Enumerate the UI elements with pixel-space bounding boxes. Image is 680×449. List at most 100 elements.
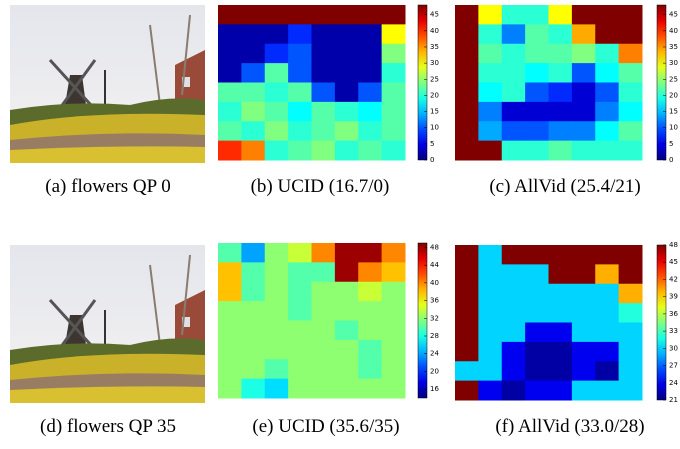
heatmap-cell bbox=[595, 24, 619, 44]
heatmap-cell bbox=[335, 24, 359, 44]
heatmap-cell bbox=[335, 262, 359, 282]
heatmap-cell bbox=[595, 381, 619, 401]
heatmap-cell bbox=[382, 301, 406, 321]
heatmap-cell bbox=[218, 102, 242, 122]
heatmap-cell bbox=[455, 44, 479, 64]
heatmap-cell bbox=[335, 83, 359, 103]
heatmap-cell bbox=[358, 102, 382, 122]
heatmap-cell bbox=[265, 102, 289, 122]
heatmap-cell bbox=[478, 381, 502, 401]
heatmap-cell bbox=[312, 5, 336, 25]
heatmap-cell bbox=[218, 24, 242, 44]
heatmap-cell bbox=[358, 340, 382, 360]
heatmap-cell bbox=[241, 24, 265, 44]
heatmap-cell bbox=[502, 141, 526, 161]
heatmap-cell bbox=[335, 301, 359, 321]
heatmap-cell bbox=[288, 379, 312, 399]
colorbar-tick-label: 20 bbox=[430, 91, 439, 99]
colorbar-tick-label: 44 bbox=[430, 261, 439, 269]
heatmap-cell bbox=[549, 342, 573, 362]
heatmap-cell bbox=[335, 102, 359, 122]
heatmap-cell bbox=[241, 141, 265, 161]
heatmap-cell bbox=[288, 44, 312, 64]
colorbar-tick-label: 35 bbox=[430, 43, 439, 51]
heatmap-cell bbox=[218, 5, 242, 25]
heatmap-cell bbox=[525, 121, 549, 141]
heatmap-cell bbox=[595, 83, 619, 103]
heatmap-cell bbox=[312, 44, 336, 64]
heatmap-cell bbox=[549, 24, 573, 44]
heatmap-cell bbox=[312, 262, 336, 282]
colorbar-tick-label: 28 bbox=[430, 332, 439, 340]
heatmap-cell bbox=[619, 83, 643, 103]
colorbar-tick-label: 15 bbox=[430, 108, 439, 116]
heatmap-cell bbox=[265, 340, 289, 360]
heatmap-cell bbox=[358, 141, 382, 161]
colorbar-tick-label: 42 bbox=[669, 275, 678, 283]
heatmap-cell bbox=[241, 359, 265, 379]
heatmap-cell bbox=[288, 340, 312, 360]
colorbar-tick-label: 40 bbox=[430, 279, 439, 287]
heatmap-cell bbox=[619, 5, 643, 25]
heatmap-cell bbox=[549, 323, 573, 343]
heatmap-cell bbox=[572, 381, 596, 401]
heatmap-cell bbox=[241, 243, 265, 263]
heatmap-cell bbox=[265, 262, 289, 282]
heatmap-cell bbox=[265, 44, 289, 64]
heatmap-cell bbox=[335, 340, 359, 360]
heatmap-cell bbox=[502, 121, 526, 141]
heatmap-cell bbox=[455, 361, 479, 381]
heatmap-cell bbox=[502, 102, 526, 122]
heatmap-cell bbox=[619, 284, 643, 304]
heatmap-cell bbox=[358, 379, 382, 399]
heatmap-cell bbox=[312, 321, 336, 341]
colorbar-tick-label: 36 bbox=[430, 297, 439, 305]
heatmap-cell bbox=[241, 282, 265, 302]
heatmap-cell bbox=[549, 121, 573, 141]
colorbar-tick-label: 48 bbox=[430, 243, 439, 251]
heatmap-cell bbox=[572, 264, 596, 284]
heatmap-cell bbox=[549, 5, 573, 25]
heatmap-cell bbox=[595, 121, 619, 141]
heatmap-cell bbox=[265, 5, 289, 25]
heatmap-cell bbox=[619, 264, 643, 284]
heatmap-cell bbox=[525, 323, 549, 343]
heatmap-cell bbox=[455, 303, 479, 323]
heatmap-cell bbox=[288, 141, 312, 161]
heatmap-cell bbox=[382, 102, 406, 122]
caption: (f) AllVid (33.0/28) bbox=[495, 416, 644, 437]
heatmap-cell bbox=[335, 359, 359, 379]
heatmap-cell bbox=[455, 264, 479, 284]
caption: (b) UCID (16.7/0) bbox=[251, 176, 390, 197]
heatmap-cell bbox=[478, 303, 502, 323]
heatmap-cell bbox=[312, 102, 336, 122]
heatmap-cell bbox=[595, 323, 619, 343]
heatmap-cell bbox=[455, 5, 479, 25]
heatmap-cell bbox=[525, 245, 549, 265]
heatmap-cell bbox=[549, 361, 573, 381]
heatmap-cell bbox=[502, 284, 526, 304]
heatmap-cell bbox=[312, 121, 336, 141]
heatmap-cell bbox=[595, 303, 619, 323]
heatmap-cell bbox=[382, 321, 406, 341]
heatmap-cell bbox=[455, 141, 479, 161]
heatmap-cell bbox=[358, 243, 382, 263]
heatmap-cell bbox=[265, 63, 289, 83]
heatmap-cell bbox=[265, 141, 289, 161]
heatmap-cell bbox=[218, 63, 242, 83]
heatmap-cell bbox=[572, 24, 596, 44]
colorbar-tick-label: 40 bbox=[669, 27, 678, 35]
heatmap-cell bbox=[218, 83, 242, 103]
heatmap-cell bbox=[619, 44, 643, 64]
heatmap-cell bbox=[478, 63, 502, 83]
heatmap-cell bbox=[358, 282, 382, 302]
heatmap-cell bbox=[455, 83, 479, 103]
heatmap-cell bbox=[619, 342, 643, 362]
heatmap-cell bbox=[572, 102, 596, 122]
heatmap-cell bbox=[455, 245, 479, 265]
heatmap-cell bbox=[619, 121, 643, 141]
colorbar-tick-label: 27 bbox=[669, 362, 678, 370]
heatmap-cell bbox=[502, 361, 526, 381]
photo bbox=[10, 245, 205, 403]
heatmap-cell bbox=[619, 303, 643, 323]
